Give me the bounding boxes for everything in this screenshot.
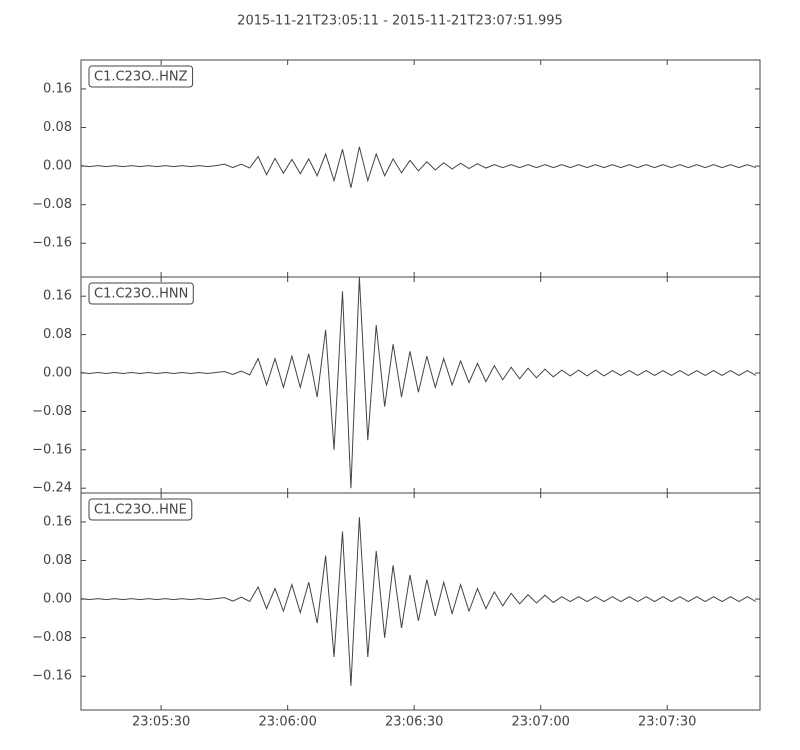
y-tick-label: −0.08 [32, 630, 72, 645]
trace-label: C1.C23O..HNE [94, 503, 187, 518]
y-tick-label: 0.16 [43, 289, 72, 304]
y-tick-label: 0.08 [43, 120, 72, 135]
x-tick-label: 23:06:00 [258, 715, 316, 730]
y-tick-label: 0.08 [43, 553, 72, 568]
y-tick-label: −0.16 [32, 236, 72, 251]
x-tick-label: 23:05:30 [132, 715, 190, 730]
y-tick-label: −0.16 [32, 442, 72, 457]
y-tick-label: 0.00 [43, 159, 72, 174]
y-tick-label: 0.16 [43, 81, 72, 96]
y-tick-label: −0.08 [32, 404, 72, 419]
trace-label: C1.C23O..HNZ [94, 70, 188, 85]
y-tick-label: −0.16 [32, 669, 72, 684]
panel-frame [80, 492, 761, 711]
trace [81, 277, 757, 489]
trace [81, 146, 756, 188]
trace-label-box [88, 65, 194, 88]
chart-title: 2015-11-21T23:05:11 - 2015-11-21T23:07:5… [237, 14, 563, 29]
y-tick-label: −0.24 [32, 481, 72, 496]
x-tick-label: 23:06:30 [385, 715, 443, 730]
trace-label: C1.C23O..HNN [94, 287, 188, 302]
y-tick-label: 0.08 [43, 327, 72, 342]
y-tick-label: 0.00 [43, 366, 72, 381]
y-tick-label: 0.16 [43, 514, 72, 529]
y-tick-label: −0.08 [32, 197, 72, 212]
x-tick-label: 23:07:30 [638, 715, 696, 730]
trace-label-box [88, 498, 193, 521]
trace [81, 517, 757, 686]
y-tick-label: 0.00 [43, 592, 72, 607]
trace-label-box [88, 282, 194, 305]
x-tick-label: 23:07:00 [512, 715, 570, 730]
